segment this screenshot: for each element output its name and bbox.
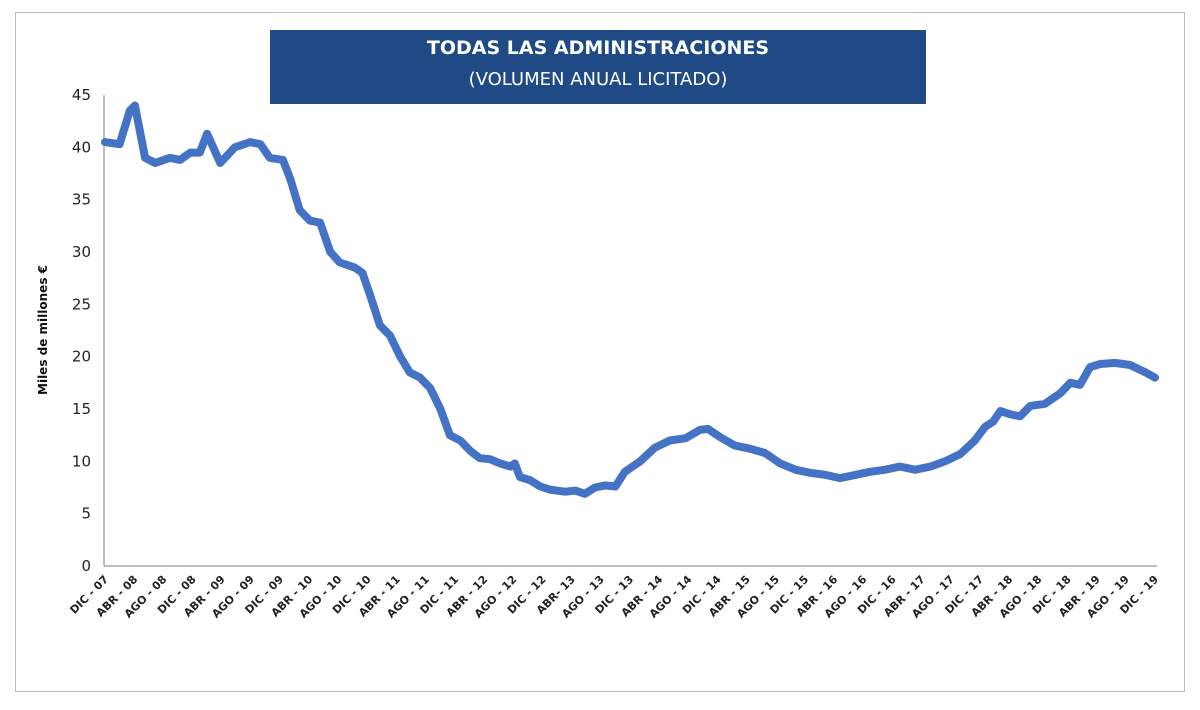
y-tick-label: 30 — [72, 243, 91, 261]
series-line — [101, 101, 1159, 498]
y-tick-label: 5 — [81, 505, 91, 523]
chart-subtitle: (VOLUMEN ANUAL LICITADO) — [468, 69, 728, 90]
y-tick-label: 10 — [72, 452, 91, 470]
chart-title-box: TODAS LAS ADMINISTRACIONES (VOLUMEN ANUA… — [270, 30, 926, 104]
y-tick-label: 40 — [72, 138, 91, 156]
chart-frame — [15, 12, 1185, 692]
y-tick-label: 25 — [72, 295, 91, 313]
y-tick-label: 35 — [72, 191, 91, 209]
y-axis-label: Miles de millones € — [36, 265, 50, 395]
y-tick-label: 15 — [72, 400, 91, 418]
y-tick-label: 45 — [72, 86, 91, 104]
chart-title: TODAS LAS ADMINISTRACIONES — [426, 37, 770, 59]
y-tick-label: 0 — [81, 557, 91, 575]
y-tick-label: 20 — [72, 348, 91, 366]
